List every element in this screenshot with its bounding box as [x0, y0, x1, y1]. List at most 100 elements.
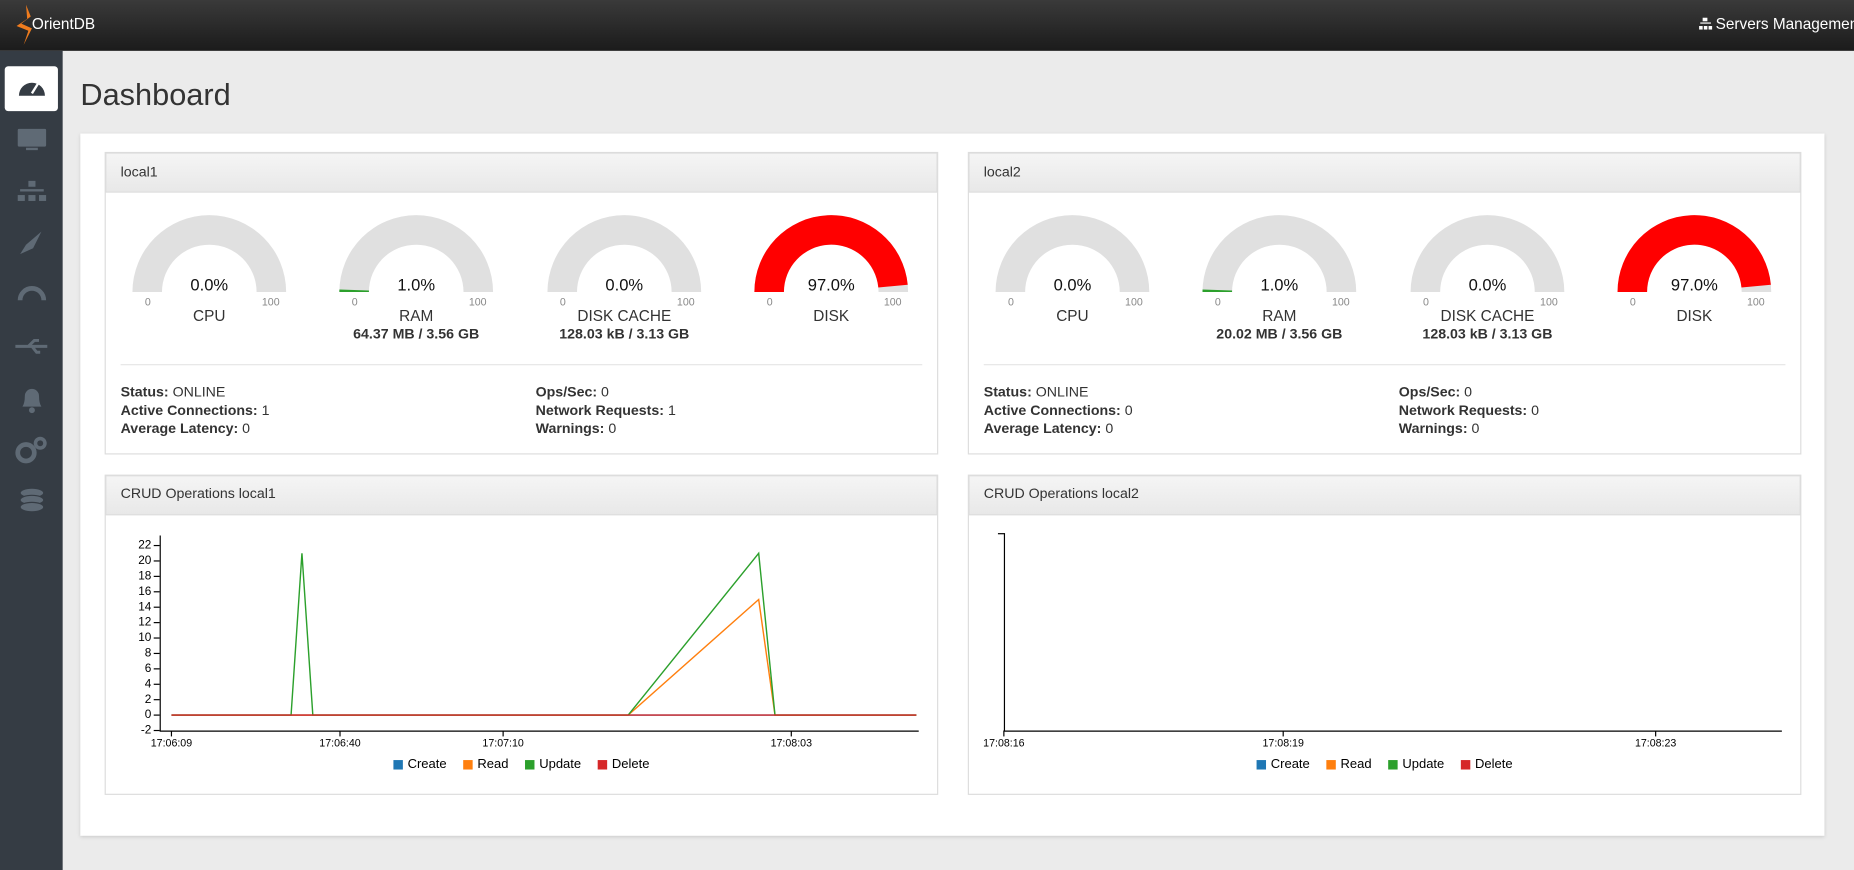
- stat-label: Network Requests:: [1399, 403, 1527, 419]
- needle: [30, 83, 39, 95]
- stat: Average Latency: 0: [984, 421, 1114, 437]
- stat-label: Ops/Sec:: [1399, 384, 1460, 400]
- sidebar-item[interactable]: [20, 231, 42, 255]
- panel-heading: [968, 475, 1801, 516]
- gauge-value-label: 0.0%: [190, 275, 228, 294]
- stat-label: Warnings:: [536, 421, 605, 437]
- gauge-min: 0: [352, 296, 358, 308]
- x-tick-label: 17:08:23: [1635, 737, 1676, 749]
- legend-swatch: [393, 760, 403, 770]
- y-tick-label: 10: [138, 630, 152, 644]
- x-tick-label: 17:08:03: [771, 737, 812, 749]
- stat-label: Warnings:: [1399, 421, 1468, 437]
- node: [28, 180, 36, 187]
- legend-swatch: [1256, 760, 1267, 770]
- gauge-max: 100: [1125, 296, 1143, 308]
- legend-swatch: [1326, 760, 1336, 770]
- legend-swatch: [1460, 760, 1471, 770]
- gauge-value-label: 0.0%: [1054, 275, 1092, 294]
- sidebar-item[interactable]: [15, 338, 48, 354]
- stat-label: Average Latency:: [121, 421, 239, 437]
- servers-management: Servers Management: [1716, 16, 1854, 33]
- sidebar-item[interactable]: [17, 180, 47, 201]
- sidebar-item[interactable]: [17, 286, 47, 301]
- stat: Active Connections: 0: [984, 403, 1133, 419]
- sidebar-item[interactable]: [17, 128, 47, 151]
- bell-clapper: [28, 407, 35, 414]
- gauge-value-label: 97.0%: [1671, 275, 1718, 294]
- y-tick-label: 12: [138, 615, 151, 629]
- legend-label[interactable]: Delete: [612, 756, 650, 771]
- chart-panel: [967, 474, 1802, 795]
- link: [20, 189, 44, 192]
- sidebar-item[interactable]: [19, 487, 45, 513]
- gauge-min: 0: [767, 296, 773, 308]
- sitemap-icon: [1699, 17, 1713, 30]
- gear: [15, 442, 37, 464]
- stat-value: 0: [1471, 421, 1479, 437]
- chart-title: CRUD Operations local1: [121, 486, 276, 502]
- stat: Average Latency: 0: [121, 421, 251, 437]
- gauge-max: 100: [469, 296, 487, 308]
- legend-label[interactable]: Update: [539, 756, 581, 771]
- gauge-min: 0: [1215, 296, 1221, 308]
- gear: [33, 436, 47, 450]
- panel-title: local2: [984, 164, 1021, 180]
- stat: Status: ONLINE: [121, 384, 226, 400]
- gauge-max: 100: [1747, 296, 1765, 308]
- sidebar-item[interactable]: [22, 388, 42, 414]
- gauge-max: 100: [884, 296, 902, 308]
- stat-value: 0: [608, 421, 616, 437]
- logo[interactable]: OrientDB: [16, 4, 96, 45]
- usb-icon: [15, 338, 48, 354]
- top-bar: [0, 0, 1854, 51]
- gauge-detail: 128.03 kB / 3.13 GB: [1422, 326, 1552, 342]
- legend-label[interactable]: Delete: [1475, 756, 1513, 771]
- stat-value: 0: [1531, 403, 1539, 419]
- x-tick-label: 17:07:10: [482, 737, 523, 749]
- legend-label[interactable]: Create: [408, 756, 447, 771]
- y-tick-label: 18: [138, 569, 152, 583]
- y-tick-label: 0: [145, 707, 152, 721]
- servers-link[interactable]: Servers Management: [1699, 16, 1854, 33]
- stat-label: Status:: [121, 384, 169, 400]
- legend-swatch: [525, 760, 535, 770]
- y-tick-label: 2: [145, 692, 152, 706]
- legend-label[interactable]: Read: [477, 756, 508, 771]
- sidebar-item[interactable]: [15, 436, 47, 464]
- monitor-stand: [26, 147, 38, 151]
- legend-label[interactable]: Read: [1341, 756, 1372, 771]
- legend-swatch: [597, 760, 608, 770]
- legend: Create Read Update Delete: [1256, 756, 1513, 771]
- x-tick-label: 17:06:40: [319, 737, 360, 749]
- logo-icon: [16, 4, 32, 45]
- stat-label: Network Requests:: [536, 403, 664, 419]
- legend-label[interactable]: Update: [1402, 756, 1444, 771]
- stat: Status: ONLINE: [984, 384, 1089, 400]
- x-tick-label: 17:06:09: [151, 737, 192, 749]
- gauge-min: 0: [560, 296, 566, 308]
- server-panel: [104, 151, 939, 455]
- stat-label: Active Connections:: [984, 403, 1121, 419]
- legend-label[interactable]: Create: [1271, 756, 1310, 771]
- y-tick-label: 22: [138, 538, 151, 552]
- chart-title: CRUD Operations local2: [984, 486, 1139, 502]
- stat: Active Connections: 1: [121, 403, 270, 419]
- gauge-detail: 20.02 MB / 3.56 GB: [1216, 326, 1342, 342]
- panel-heading: [105, 475, 938, 516]
- monitor-icon: [17, 128, 47, 147]
- gauge-track: [1202, 215, 1357, 292]
- stat-value: 0: [601, 384, 609, 400]
- stat-value: ONLINE: [1036, 384, 1089, 400]
- gauge-label: RAM: [1262, 308, 1296, 325]
- sidebar-item[interactable]: [18, 82, 45, 96]
- stat: Network Requests: 0: [1399, 403, 1539, 419]
- gauge-track: [995, 215, 1150, 292]
- gauge-value-label: 0.0%: [1469, 275, 1507, 294]
- gauge-max: 100: [1332, 296, 1350, 308]
- gauge-value-label: 1.0%: [1260, 275, 1298, 294]
- panel-title: local1: [121, 164, 158, 180]
- gauge-label: DISK CACHE: [1441, 308, 1535, 325]
- stat-value: 0: [1125, 403, 1133, 419]
